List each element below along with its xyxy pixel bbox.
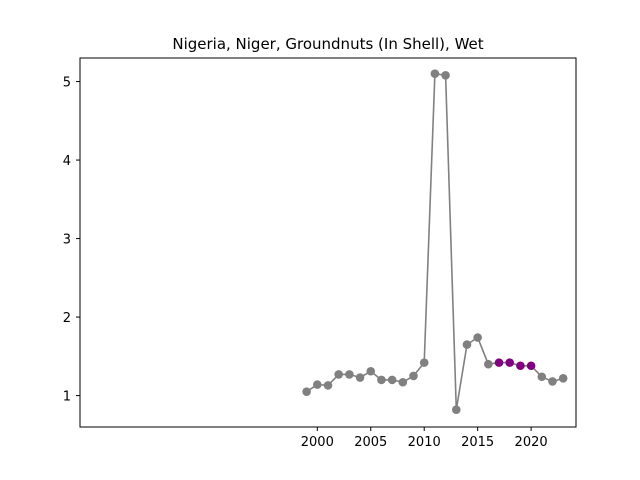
- x-tick-label: 2000: [301, 435, 334, 450]
- y-tick-label: 4: [63, 154, 71, 169]
- x-axis: 2000 2005 2010 2015 2020: [301, 427, 548, 450]
- data-point: [377, 375, 386, 385]
- y-tick-label: 2: [63, 311, 71, 326]
- data-point: [345, 370, 354, 379]
- y-tick-label: 5: [63, 76, 71, 91]
- highlighted-data-point: [505, 358, 515, 367]
- y-tick-label: 1: [63, 390, 71, 405]
- plot-area-frame: [79, 57, 577, 428]
- data-point: [398, 377, 408, 387]
- x-tick-label: 2005: [354, 435, 387, 450]
- highlighted-data-point: [516, 361, 525, 371]
- data-point: [473, 333, 482, 342]
- data-point: [313, 380, 322, 389]
- x-tick-label: 2020: [515, 435, 548, 450]
- chart-title: Nigeria, Niger, Groundnuts (In Shell), W…: [172, 35, 483, 53]
- data-point: [387, 375, 397, 385]
- x-tick-label: 2015: [461, 435, 494, 450]
- data-point: [451, 405, 461, 415]
- data-point: [484, 359, 493, 369]
- data-point: [419, 358, 429, 367]
- data-point: [462, 340, 472, 349]
- data-point: [355, 373, 365, 382]
- y-tick-label: 3: [63, 233, 71, 248]
- data-point: [323, 381, 333, 390]
- highlighted-data-point: [526, 361, 536, 371]
- highlighted-data-point: [494, 358, 504, 367]
- series-layer: [302, 69, 568, 415]
- data-point: [537, 372, 547, 382]
- data-point: [366, 366, 376, 376]
- data-point: [409, 371, 418, 381]
- x-tick-label: 2010: [408, 435, 441, 450]
- data-point: [430, 69, 440, 79]
- data-point: [334, 370, 343, 379]
- data-point: [548, 377, 557, 386]
- y-axis: 1 2 3 4 5: [63, 76, 80, 405]
- data-point: [441, 70, 450, 80]
- data-point: [302, 387, 311, 396]
- data-point: [558, 374, 568, 383]
